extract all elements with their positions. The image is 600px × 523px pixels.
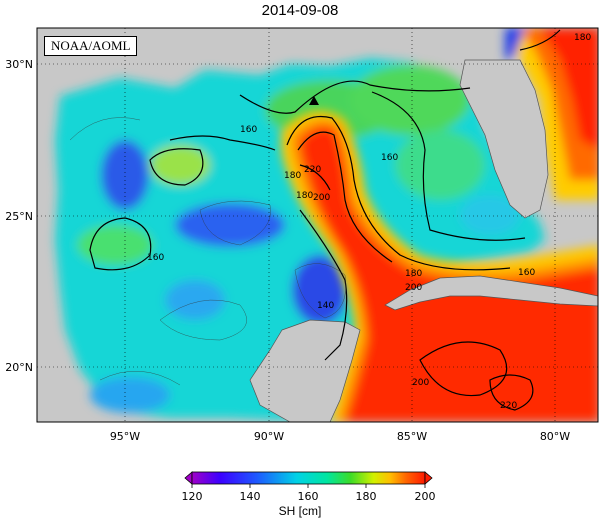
contour-label: 200	[405, 283, 422, 293]
lon-tick-label: 95°W	[110, 430, 140, 443]
contour-label: 180	[574, 33, 591, 43]
contour-label: 220	[304, 165, 321, 175]
gulf-stream	[505, 28, 598, 200]
lat-tick-label: 30°N	[5, 58, 33, 71]
map-title: 2014-09-08	[261, 2, 339, 19]
agency-label: NOAA/AOML	[44, 36, 138, 56]
triangle-marker-icon	[309, 96, 319, 105]
contour-label: 220	[500, 401, 517, 411]
contour-label: 140	[317, 301, 334, 311]
colorbar-tick: 140	[240, 490, 261, 503]
colorbar-tick: 160	[298, 490, 319, 503]
contour-label: 160	[518, 268, 535, 278]
contour-label: 160	[381, 153, 398, 163]
lat-tick-label: 25°N	[5, 210, 33, 223]
colorbar-tick: 200	[415, 490, 436, 503]
colorbar-tick: 120	[182, 490, 203, 503]
contour-label: 160	[147, 253, 164, 263]
contour-label: 200	[313, 193, 330, 203]
lon-tick-label: 80°W	[540, 430, 570, 443]
lon-tick-label: 85°W	[397, 430, 427, 443]
graticule	[37, 28, 598, 422]
contour-label: 180	[405, 269, 422, 279]
contour-labels: 160 160 160 180 180 180 200 220 140 180 …	[147, 33, 591, 411]
colorbar-tick: 180	[356, 490, 377, 503]
contour-label: 160	[240, 125, 257, 135]
thin-contours	[69, 117, 347, 386]
contour-label: 200	[412, 378, 429, 388]
lat-tick-label: 20°N	[5, 361, 33, 374]
plot-frame	[36, 27, 599, 423]
contours	[89, 29, 561, 411]
contour-label: 180	[296, 191, 313, 201]
colorbar-title: SH [cm]	[278, 504, 322, 518]
lon-tick-label: 90°W	[254, 430, 284, 443]
land-masses	[249, 59, 598, 422]
contour-label: 180	[284, 171, 301, 181]
colorbar: 120 140 160 180 200	[182, 471, 436, 503]
